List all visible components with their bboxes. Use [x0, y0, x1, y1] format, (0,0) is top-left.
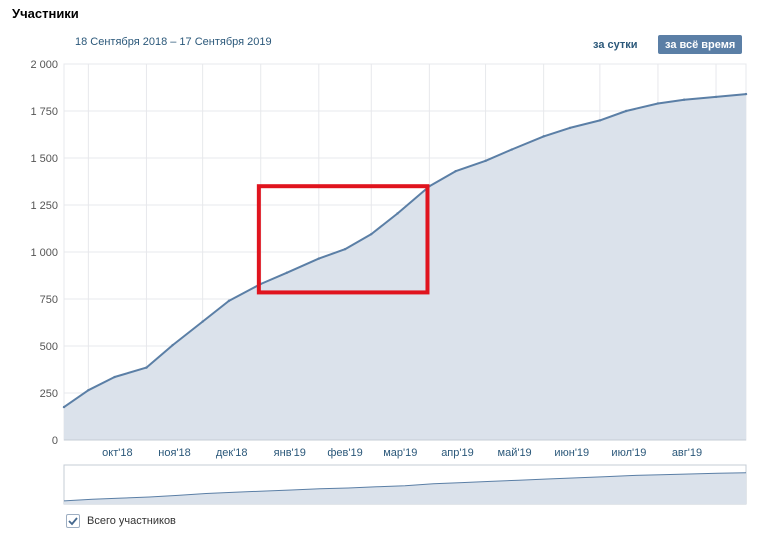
y-tick-label: 1 750	[30, 106, 58, 118]
y-tick-label: 1 250	[30, 200, 58, 212]
data-point	[484, 159, 487, 163]
checkmark-icon	[68, 517, 78, 526]
x-tick-label: апр'19	[441, 447, 474, 459]
data-point	[624, 109, 628, 113]
y-tick-label: 750	[40, 294, 58, 306]
x-tick-label: авг'19	[672, 447, 702, 459]
x-tick-label: ноя'18	[158, 447, 190, 459]
x-tick-label: янв'19	[274, 447, 306, 459]
data-point	[568, 126, 572, 130]
legend: Всего участников	[66, 514, 176, 528]
x-tick-label: июл'19	[611, 447, 646, 459]
data-point	[317, 257, 321, 260]
x-tick-label: май'19	[498, 447, 532, 459]
data-point	[744, 92, 748, 96]
x-tick-label: июн'19	[554, 447, 589, 459]
data-point	[201, 320, 204, 323]
x-axis: окт'18 ноя'18 дек'18 янв'19 фев'19 мар'19 апр'…	[64, 439, 746, 459]
y-tick-label: 0	[52, 435, 58, 447]
x-tick-label: фев'19	[327, 447, 362, 459]
overview-line	[63, 472, 747, 502]
legend-label: Всего участников	[87, 515, 176, 527]
x-tick-label: окт'18	[102, 447, 132, 459]
data-point	[714, 95, 718, 99]
data-point	[454, 169, 457, 173]
data-point	[396, 212, 399, 215]
data-point	[542, 135, 545, 138]
y-tick-label: 250	[40, 388, 58, 400]
overview-area	[64, 472, 746, 504]
period-all-time-button[interactable]: за всё время	[658, 35, 743, 54]
x-tick-label: дек'18	[216, 447, 248, 459]
overview-navigator[interactable]	[63, 464, 747, 505]
chart-area-layer	[62, 92, 748, 440]
data-point	[285, 271, 289, 274]
period-daily-button[interactable]: за сутки	[586, 35, 645, 54]
highlight-layer	[256, 184, 430, 295]
y-tick-label: 500	[40, 341, 58, 353]
date-range: 18 Сентября 2018 – 17 Сентября 2019	[75, 36, 272, 48]
series-area-fill	[64, 94, 746, 440]
y-axis: 0 250 500 750 1 000 1 250 1 500 1 750 2 000	[30, 59, 58, 447]
data-point	[682, 98, 686, 101]
data-point	[171, 343, 174, 347]
series-checkbox[interactable]	[66, 514, 80, 528]
y-tick-label: 2 000	[30, 59, 58, 71]
x-tick-label: мар'19	[383, 447, 417, 459]
data-point	[343, 247, 347, 251]
data-point	[370, 232, 373, 236]
data-point	[227, 299, 231, 303]
data-point	[62, 405, 66, 409]
y-tick-label: 1 500	[30, 153, 58, 165]
data-point	[656, 102, 660, 105]
panel-title: Участники	[12, 6, 79, 21]
data-point	[87, 388, 90, 392]
data-point	[145, 366, 148, 369]
data-point	[598, 119, 602, 122]
y-tick-label: 1 000	[30, 247, 58, 259]
highlight-box	[256, 184, 430, 295]
data-point	[510, 148, 513, 151]
data-point	[113, 375, 116, 379]
